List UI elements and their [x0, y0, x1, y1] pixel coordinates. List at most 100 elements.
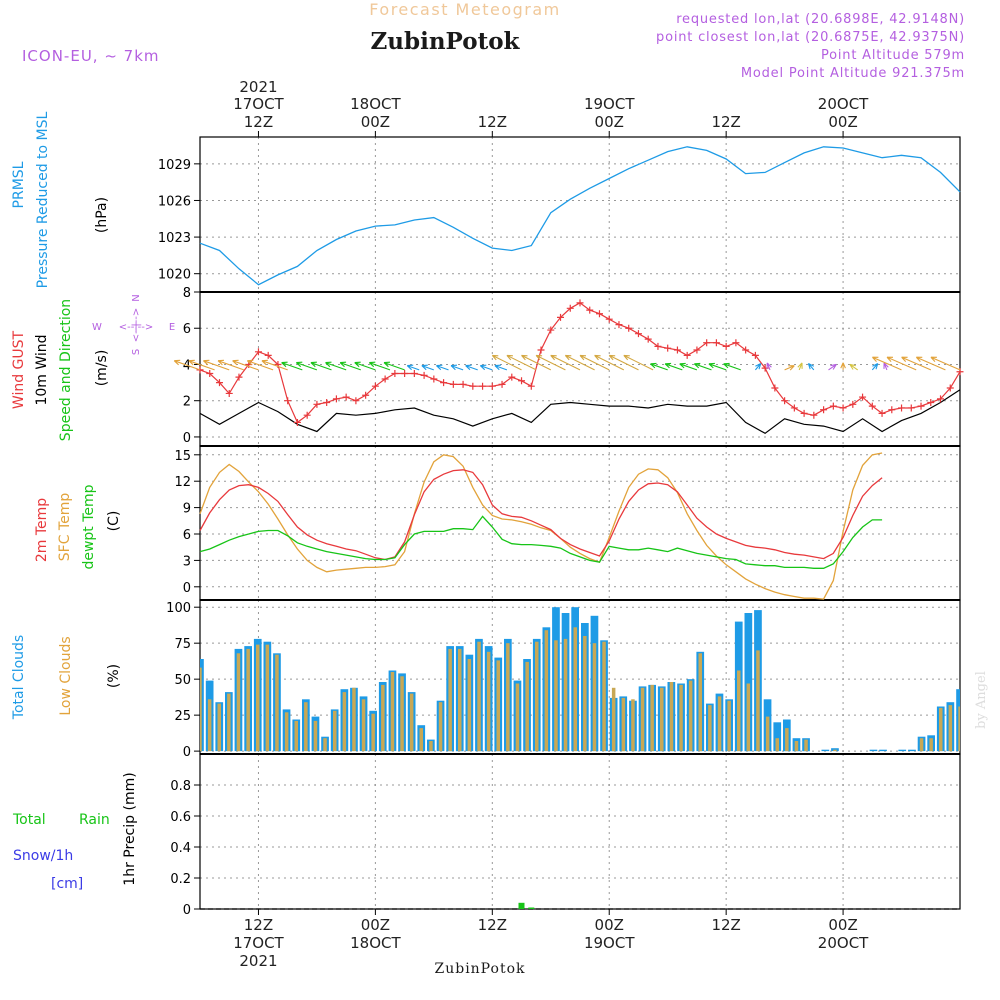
low-cloud-bar [294, 720, 298, 752]
wind-direction-arrow [871, 363, 879, 371]
credit-watermark: by Angel [974, 671, 989, 729]
wind-direction-arrow [797, 362, 803, 371]
wind-direction-arrow [421, 364, 434, 371]
wind-gust-marker [810, 411, 818, 419]
wind-gust-marker [196, 366, 204, 374]
low-cloud-bar [794, 741, 799, 752]
low-cloud-bar [746, 683, 751, 752]
pressure-ytick-label: 1023 [158, 231, 191, 246]
precip-rain-label: Rain [79, 812, 110, 828]
wind-gust-marker [235, 373, 243, 381]
wind-gust-marker [898, 404, 906, 412]
wind-gust-marker [673, 346, 681, 354]
wind-10m-label: 10m Wind [34, 334, 50, 405]
wind-gust-marker [576, 299, 584, 307]
wind-gust-marker [732, 339, 740, 347]
wind-gust-marker [264, 351, 272, 359]
wind-gust-marker [527, 382, 535, 390]
low-cloud-bar [477, 641, 481, 752]
temp-ytick-label: 6 [183, 528, 191, 543]
clouds-unit-label: (%) [106, 664, 122, 688]
low-cloud-bar [496, 660, 500, 752]
top-time-date: 19OCT [584, 95, 635, 113]
wind-gust-marker [790, 404, 798, 412]
wind-direction-arrow [246, 359, 274, 371]
closest-coords: point closest lon,lat (20.6875E, 42.9375… [656, 30, 965, 45]
wind-gust-marker [420, 371, 428, 379]
chart-title: Forecast Meteogram [369, 0, 560, 19]
low-cloud-bar [650, 684, 654, 752]
wind-direction-arrow [564, 354, 595, 371]
top-time-date: 17OCT [233, 95, 284, 113]
total-cloud-bar [831, 748, 839, 752]
precip-labels: Total Rain Snow/1h [cm] 1hr Precip (mm) [12, 772, 138, 892]
wind-gust-marker [888, 406, 896, 414]
low-cloud-bar [246, 648, 250, 752]
wind-direction-arrow [368, 361, 391, 371]
wind-direction-arrow [840, 362, 846, 370]
requested-coords: requested lon,lat (20.6898E, 42.9148N) [676, 12, 965, 27]
wind-direction-arrow [450, 364, 464, 371]
total-cloud-bar [908, 749, 916, 752]
low-cloud-bar [458, 648, 462, 752]
wind-direction-arrow [930, 356, 961, 371]
top-time-hour: 12Z [244, 113, 273, 131]
compass-h-arrow: <--|--> [119, 322, 154, 333]
low-cloud-bar [400, 676, 404, 752]
low-cloud-bar [419, 728, 423, 752]
wind-gust-marker [946, 384, 954, 392]
wind-gust-marker [371, 382, 379, 390]
low-cloud-bar [313, 720, 318, 752]
low-cloud-bar [727, 700, 731, 752]
top-time-hour: 12Z [711, 113, 740, 131]
low-cloud-bar [631, 699, 635, 752]
low-cloud-bar [621, 697, 626, 752]
wind-direction-arrow [693, 362, 712, 371]
wind-ytick-label: 8 [183, 286, 191, 301]
wind-direction-arrow [310, 361, 332, 371]
wind-gust-marker [605, 315, 613, 323]
low-cloud-bar [592, 643, 597, 752]
wind-gust-marker [537, 346, 545, 354]
wind-direction-arrow [295, 361, 318, 371]
compass-rose: N S W E <--|--> <--|--> [92, 294, 175, 355]
temp-frame [199, 445, 961, 601]
low-cloud-bar [939, 707, 943, 752]
temp-2m-line [199, 469, 883, 561]
wind-gust-marker [352, 397, 360, 405]
temp-ytick-label: 3 [183, 554, 191, 569]
dewpoint-line [199, 515, 883, 569]
wind-direction-arrow [535, 354, 566, 371]
wind-gust-marker [498, 380, 506, 388]
wind-gust-marker [449, 380, 457, 388]
wind-gust-marker [644, 335, 652, 343]
top-time-hour: 00Z [595, 113, 624, 131]
wind-direction-arrow [650, 362, 668, 371]
wind-gust-marker [313, 400, 321, 408]
bottom-time-hour: 12Z [244, 916, 273, 934]
wind-gust-marker [332, 395, 340, 403]
low-cloud-bar [227, 693, 231, 752]
wind-direction-arrow [784, 365, 795, 371]
wind-direction-arrow [886, 356, 917, 371]
footer-location: ZubinPotok [434, 961, 525, 977]
low-cloud-bar [919, 738, 924, 752]
pressure-msl-label: Pressure Reduced to MSL [35, 111, 51, 288]
wind-direction-arrow [479, 364, 493, 371]
wind-gust-marker [937, 395, 945, 403]
wind-direction-arrow [436, 364, 449, 371]
wind-gust-marker [820, 406, 828, 414]
wind-gust-marker [391, 370, 399, 378]
wind-direction-arrow [521, 354, 552, 371]
total-clouds-label: Total Clouds [11, 635, 27, 720]
low-cloud-bar [275, 654, 279, 752]
low-cloud-bar [929, 738, 933, 752]
bottom-time-date: 19OCT [584, 934, 635, 952]
wind-gust-marker [742, 346, 750, 354]
wind-gust-marker [664, 344, 672, 352]
low-clouds-label: Low Clouds [58, 636, 74, 715]
sfc-temp-line [199, 452, 883, 600]
low-cloud-bar [304, 702, 308, 752]
low-cloud-bar [486, 651, 491, 752]
precip-ytick-label: 0.8 [170, 779, 191, 794]
